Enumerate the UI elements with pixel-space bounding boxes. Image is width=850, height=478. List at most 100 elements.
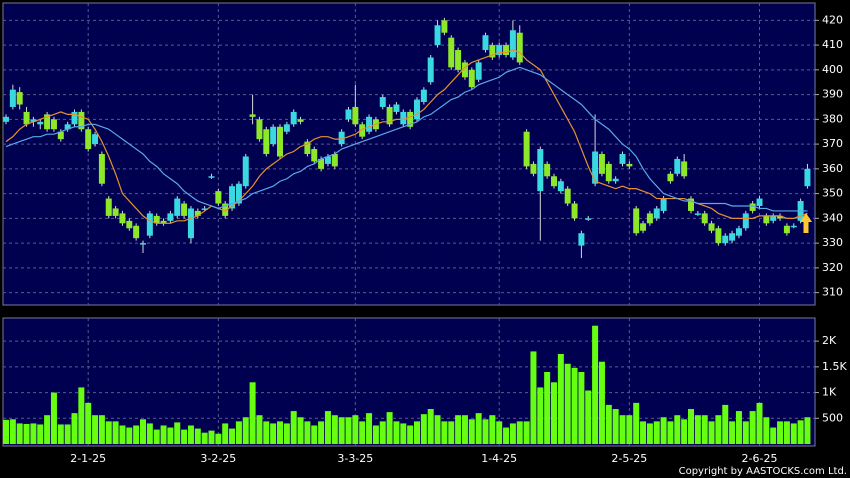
candle-body [256, 119, 263, 140]
candle-body [71, 111, 78, 125]
volume-bar [468, 419, 475, 444]
candle-body [461, 62, 468, 78]
candle-body [201, 208, 208, 210]
volume-bar [763, 417, 770, 444]
candle-body [653, 208, 660, 219]
volume-bar [592, 325, 599, 444]
volume-bar [57, 424, 64, 444]
volume-bar [646, 423, 653, 444]
candle-body [441, 20, 448, 33]
volume-bar [400, 423, 407, 444]
volume-bar [708, 421, 715, 444]
candle-body [735, 228, 742, 236]
y-tick-label: 410 [822, 38, 843, 51]
x-tick-label: 3-2-25 [200, 452, 236, 465]
volume-bar [304, 421, 311, 444]
candle-body [585, 218, 592, 220]
volume-bar [126, 427, 133, 444]
candle-body [420, 89, 427, 103]
candle-body [64, 124, 71, 130]
volume-bar [427, 409, 434, 444]
volume-bar [694, 415, 701, 444]
candle-body [44, 114, 51, 130]
volume-bar [605, 404, 612, 444]
candle-body [598, 154, 605, 174]
volume-bar [496, 421, 503, 444]
volume-bar [379, 421, 386, 444]
candle-body [804, 168, 811, 187]
volume-bar [44, 415, 51, 444]
volume-bar [756, 402, 763, 444]
x-tick-label: 2-1-25 [70, 452, 106, 465]
volume-bar [729, 421, 736, 444]
volume-bar [660, 417, 667, 444]
volume-bar [146, 423, 153, 444]
volume-bar [201, 432, 208, 444]
volume-bar [386, 412, 393, 444]
candle-body [516, 32, 523, 63]
candle-body [777, 215, 784, 219]
volume-bar [407, 425, 414, 444]
volume-bar [3, 419, 9, 444]
candle-body [729, 233, 736, 241]
y-tick-label: 310 [822, 286, 843, 299]
candle-body [9, 89, 16, 107]
volume-bar [249, 382, 256, 444]
volume-bar [366, 413, 373, 444]
volume-bar [770, 427, 777, 444]
candle-body [92, 134, 99, 145]
candle-body [249, 114, 256, 117]
candle-body [763, 215, 770, 224]
candle-body [770, 215, 777, 221]
volume-bar [564, 363, 571, 444]
volume-bar [626, 415, 633, 444]
volume-bar [551, 382, 557, 444]
candle-body [126, 220, 133, 229]
candle-body [783, 225, 790, 234]
volume-bar [797, 420, 804, 444]
candle-body [140, 243, 146, 245]
candle-body [37, 121, 44, 125]
candle-body [297, 119, 304, 122]
volume-bar [194, 428, 201, 444]
volume-bar [345, 417, 352, 444]
y-tick-label: 330 [822, 236, 843, 249]
volume-bar [585, 390, 592, 444]
volume-bar [612, 409, 619, 444]
candle-body [722, 235, 729, 244]
volume-bar [777, 421, 784, 444]
candle-body [366, 116, 373, 132]
volume-bar [735, 411, 742, 444]
volume-bar [530, 351, 537, 444]
volume-bar [119, 425, 126, 444]
volume-bar [414, 421, 420, 444]
volume-bar [516, 421, 523, 444]
candle-body [557, 181, 564, 192]
candle-body [448, 37, 455, 68]
x-tick-label: 3-3-25 [337, 452, 373, 465]
candle-body [222, 203, 229, 216]
candle-body [318, 158, 325, 169]
candle-body [626, 163, 633, 167]
candle-body [379, 97, 386, 107]
candle-body [359, 124, 366, 137]
volume-bar [78, 387, 85, 444]
candle-body [578, 233, 585, 246]
volume-bar [140, 419, 146, 444]
candle-body [208, 176, 215, 178]
candle-body [715, 228, 722, 244]
volume-bar [9, 419, 16, 444]
volume-bar [653, 421, 660, 444]
candle-body [612, 178, 619, 182]
volume-bar [681, 419, 688, 444]
volume-bar [208, 430, 215, 444]
candle-body [468, 69, 475, 88]
candle-body [85, 129, 92, 150]
volume-bar [174, 422, 181, 444]
signal-arrow [800, 213, 812, 233]
volume-bar [160, 425, 167, 444]
candle-body [215, 191, 222, 204]
volume-bar [30, 423, 37, 444]
candle-body [564, 188, 571, 204]
